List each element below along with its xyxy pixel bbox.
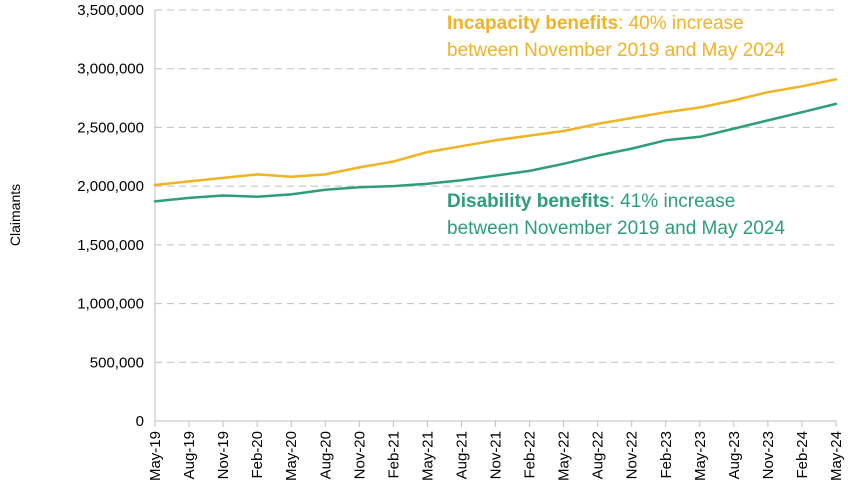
x-tick-label: May-22 — [556, 431, 573, 481]
y-tick-label: 1,500,000 — [77, 237, 144, 254]
incapacity-series-line — [153, 78, 838, 187]
x-tick-label: May-23 — [692, 431, 709, 481]
axes — [154, 10, 836, 422]
x-tick-label: May-20 — [283, 431, 300, 481]
y-tick-label: 2,000,000 — [77, 178, 144, 195]
x-tick-label: Nov-21 — [488, 431, 505, 479]
x-tick-label: Aug-22 — [590, 431, 607, 479]
x-tick-label: Nov-23 — [760, 431, 777, 479]
incapacity-annotation-text: : 40% increase — [618, 13, 744, 34]
y-tick-label: 500,000 — [90, 354, 144, 371]
y-tick-label: 2,500,000 — [77, 119, 144, 136]
disability-annotation-text: : 41% increase — [610, 191, 736, 212]
disability-annotation-line2: between November 2019 and May 2024 — [447, 218, 785, 239]
disability-annotation: Disability benefits: 41% increase betwee… — [447, 191, 785, 239]
disability-annotation-line1: Disability benefits: 41% increase — [447, 191, 735, 212]
x-tick-label: Feb-23 — [658, 431, 675, 479]
x-tick-labels: May-19 Aug-19 Nov-19 Feb-20 May-20 Aug-20 Nov-… — [147, 421, 845, 481]
x-tick-label: Aug-20 — [317, 431, 334, 479]
y-tick-label: 3,500,000 — [77, 2, 144, 19]
x-tick-label: Feb-20 — [249, 431, 266, 479]
incapacity-annotation: Incapacity benefits: 40% increase betwee… — [447, 13, 785, 61]
x-tick-label: Aug-19 — [181, 431, 198, 479]
disability-series-line — [153, 102, 838, 203]
x-tick-label: Nov-19 — [215, 431, 232, 479]
x-tick-label: Feb-22 — [522, 431, 539, 479]
series-lines — [153, 78, 838, 203]
x-tick-label: Aug-23 — [726, 431, 743, 479]
y-tick-label: 3,000,000 — [77, 61, 144, 78]
gridlines — [155, 9, 836, 363]
x-tick-label: May-24 — [828, 431, 845, 481]
y-tick-label: 1,000,000 — [77, 296, 144, 313]
x-tick-label: Feb-21 — [385, 431, 402, 479]
x-tick-label: May-19 — [147, 431, 164, 481]
y-axis-label: Claimants — [7, 184, 23, 246]
disability-annotation-bold: Disability benefits — [447, 191, 610, 212]
incapacity-annotation-line2: between November 2019 and May 2024 — [447, 40, 785, 61]
y-tick-label: 0 — [136, 413, 144, 430]
x-tick-label: Aug-21 — [453, 431, 470, 479]
x-tick-label: Nov-22 — [624, 431, 641, 479]
y-tick-labels: 0 500,000 1,000,000 1,500,000 2,000,000 2,500… — [77, 2, 144, 430]
incapacity-annotation-bold: Incapacity benefits — [447, 13, 618, 34]
x-tick-label: Nov-20 — [351, 431, 368, 479]
incapacity-annotation-line1: Incapacity benefits: 40% increase — [447, 13, 744, 34]
x-tick-label: Feb-24 — [794, 431, 811, 479]
x-tick-label: May-21 — [419, 431, 436, 481]
